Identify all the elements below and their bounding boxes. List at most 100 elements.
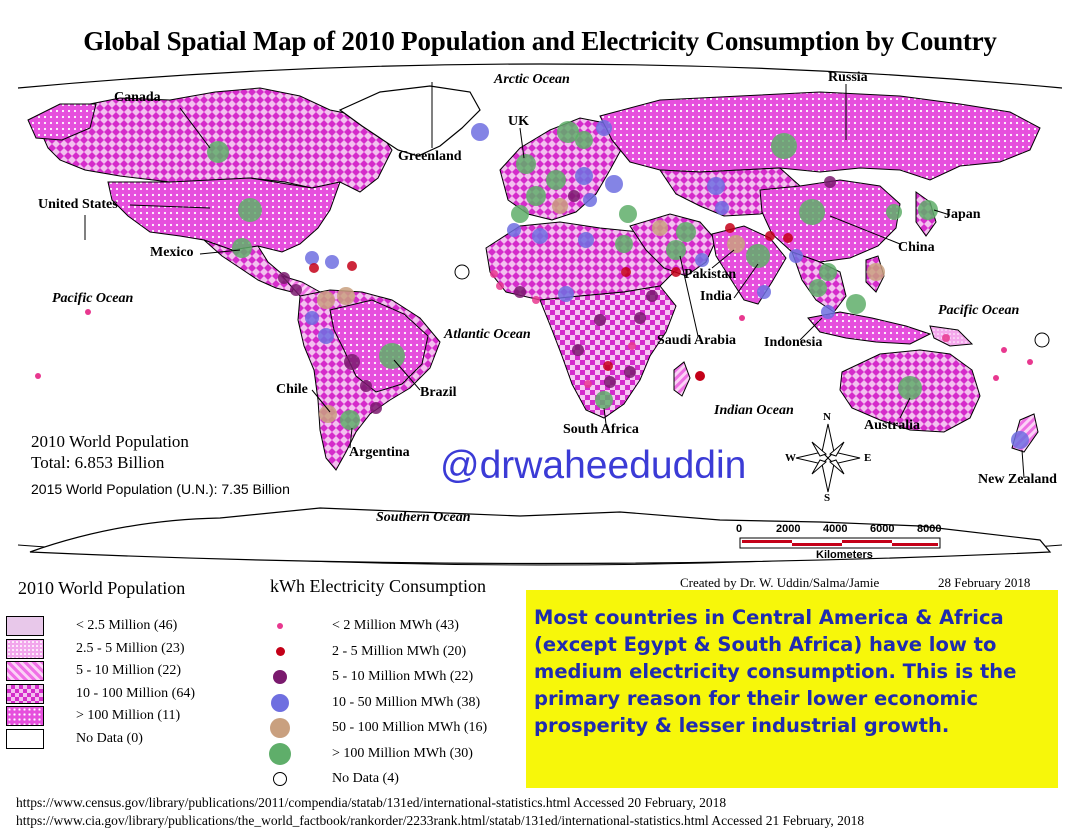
elec-circle-australia <box>898 376 922 400</box>
legend-pop-label: > 100 Million (11) <box>76 708 181 723</box>
elec-circle-zimbabwe <box>604 376 616 388</box>
elec-circle-vietnam <box>819 263 837 281</box>
credit-date: 28 February 2018 <box>938 575 1031 590</box>
label-china: China <box>898 240 935 255</box>
elec-circle-iceland <box>471 123 489 141</box>
antarctica-region <box>29 507 1052 565</box>
legend-elec-label: 10 - 50 Million MWh (38) <box>332 694 481 710</box>
elec-circle-finland <box>596 120 612 136</box>
note-box: Most countries in Central America & Afri… <box>526 590 1058 788</box>
elec-circle-caribbean-3 <box>309 263 319 273</box>
elec-circle-brazil <box>379 343 405 369</box>
elec-circle-italy <box>552 198 568 214</box>
indonesia-region <box>807 311 932 345</box>
credit-author: Created by Dr. W. Uddin/Salma/Jamie <box>680 575 880 590</box>
elec-circle-spain <box>511 205 529 223</box>
elec-circle-india <box>746 244 770 268</box>
elec-circle-ukraine <box>605 175 623 193</box>
elec-circle-nepal <box>765 231 775 241</box>
elec-circle-egypt <box>615 235 633 253</box>
elec-circle-pakistan <box>727 235 745 253</box>
elec-circle-korea <box>886 204 902 220</box>
compass-w: W <box>785 452 796 464</box>
label-united-states: United States <box>38 197 118 212</box>
elec-circle-canada <box>207 141 229 163</box>
elec-circle-japan <box>918 200 938 220</box>
legend-elec-label: < 2 Million MWh (43) <box>332 618 459 633</box>
elec-circle-ecuador <box>305 311 319 325</box>
elec-circle-mozambique <box>624 366 636 378</box>
legend-pop-swatch <box>6 661 44 681</box>
legend-elec-marker <box>275 647 285 656</box>
label-japan: Japan <box>944 207 981 222</box>
alaska-region <box>27 103 97 141</box>
label-australia: Australia <box>864 418 920 433</box>
legend-pop-label: < 2.5 Million (46) <box>76 618 178 633</box>
elec-circle-indonesia <box>846 294 866 314</box>
legend-elec-label: 50 - 100 Million MWh (16) <box>332 720 488 735</box>
population-total: Total: 6.853 Billion <box>31 453 165 472</box>
legend-pop-label: 5 - 10 Million (22) <box>76 663 181 678</box>
elec-circle-uzbek <box>715 201 729 215</box>
elec-circle-yemen <box>671 267 681 277</box>
elec-circle-russia <box>771 133 797 159</box>
usa-region <box>107 177 341 253</box>
elec-circle-new-zealand <box>1011 431 1029 449</box>
elec-circle-congo <box>594 314 606 326</box>
elec-circle-namibia <box>584 380 592 388</box>
label-pakistan: Pakistan <box>684 267 737 282</box>
legend-elec-label: 5 - 10 Million MWh (22) <box>332 669 474 684</box>
label-south-africa: South Africa <box>563 422 639 437</box>
legend-elec-label: No Data (4) <box>332 771 399 786</box>
elec-circle-sri-lanka <box>757 285 771 299</box>
label-chile: Chile <box>276 382 308 397</box>
watermark-handle: @drwaheeduddin <box>440 444 747 487</box>
legend-elec-marker <box>273 772 287 786</box>
legend-pop-swatch <box>6 728 44 749</box>
elec-circle-colombia <box>317 291 335 309</box>
elec-circle-w-africa-2 <box>496 282 504 290</box>
elec-circle-w-africa-3 <box>514 286 526 298</box>
legend-electricity-title: kWh Electricity Consumption <box>270 576 486 596</box>
scale-tick-labels: 0 2000 4000 6000 8000 <box>736 523 946 537</box>
elec-circle-kenya <box>634 312 646 324</box>
legend-elec-marker <box>269 742 291 765</box>
elec-circle-mongolia <box>824 176 836 188</box>
elec-circle-turkey <box>619 205 637 223</box>
source-cia: https://www.cia.gov/library/publications… <box>16 813 865 828</box>
elec-circle-iran <box>676 222 696 242</box>
elec-circle-norway <box>557 121 579 143</box>
compass-rose <box>795 423 861 493</box>
label-new-zealand: New Zealand <box>978 472 1057 487</box>
elec-circle-png <box>942 334 950 342</box>
elec-circle-ethiopia <box>646 290 658 302</box>
elec-circle-venezuela <box>337 287 355 305</box>
map-frame-top <box>17 63 1063 89</box>
elec-circle-caribbean-2 <box>325 255 339 269</box>
elec-circle-algeria <box>532 228 548 244</box>
label-russia: Russia <box>828 70 868 85</box>
compass-e: E <box>864 452 872 464</box>
population-2015-un: 2015 World Population (U.N.): 7.35 Billi… <box>31 481 290 497</box>
label-atlantic-ocean: Atlantic Ocean <box>444 327 531 342</box>
russia-region <box>599 91 1041 181</box>
label-india: India <box>700 289 732 304</box>
elec-circle-w-africa-4 <box>532 296 540 304</box>
elec-circle-balkans-2 <box>568 190 580 202</box>
legend-pop-label: 2.5 - 5 Million (23) <box>76 640 185 656</box>
leader-lines <box>84 82 1025 479</box>
elec-circle-peru <box>318 328 334 344</box>
elec-circle-usa <box>238 198 262 222</box>
elec-circle-bhutan <box>783 233 793 243</box>
elec-circle-balkans-1 <box>583 193 597 207</box>
elec-circle-thailand <box>809 279 827 297</box>
elec-circle-oman <box>695 253 709 267</box>
elec-circle-libya <box>578 232 594 248</box>
legend-pop-swatch <box>6 638 44 659</box>
scale-tick-2000: 2000 <box>776 523 801 535</box>
label-uk: UK <box>508 114 529 129</box>
png-region <box>929 325 974 347</box>
elec-circle-ca-2 <box>290 284 302 296</box>
elec-circle-ca-1 <box>278 272 290 284</box>
scale-tick-4000: 4000 <box>823 523 848 535</box>
